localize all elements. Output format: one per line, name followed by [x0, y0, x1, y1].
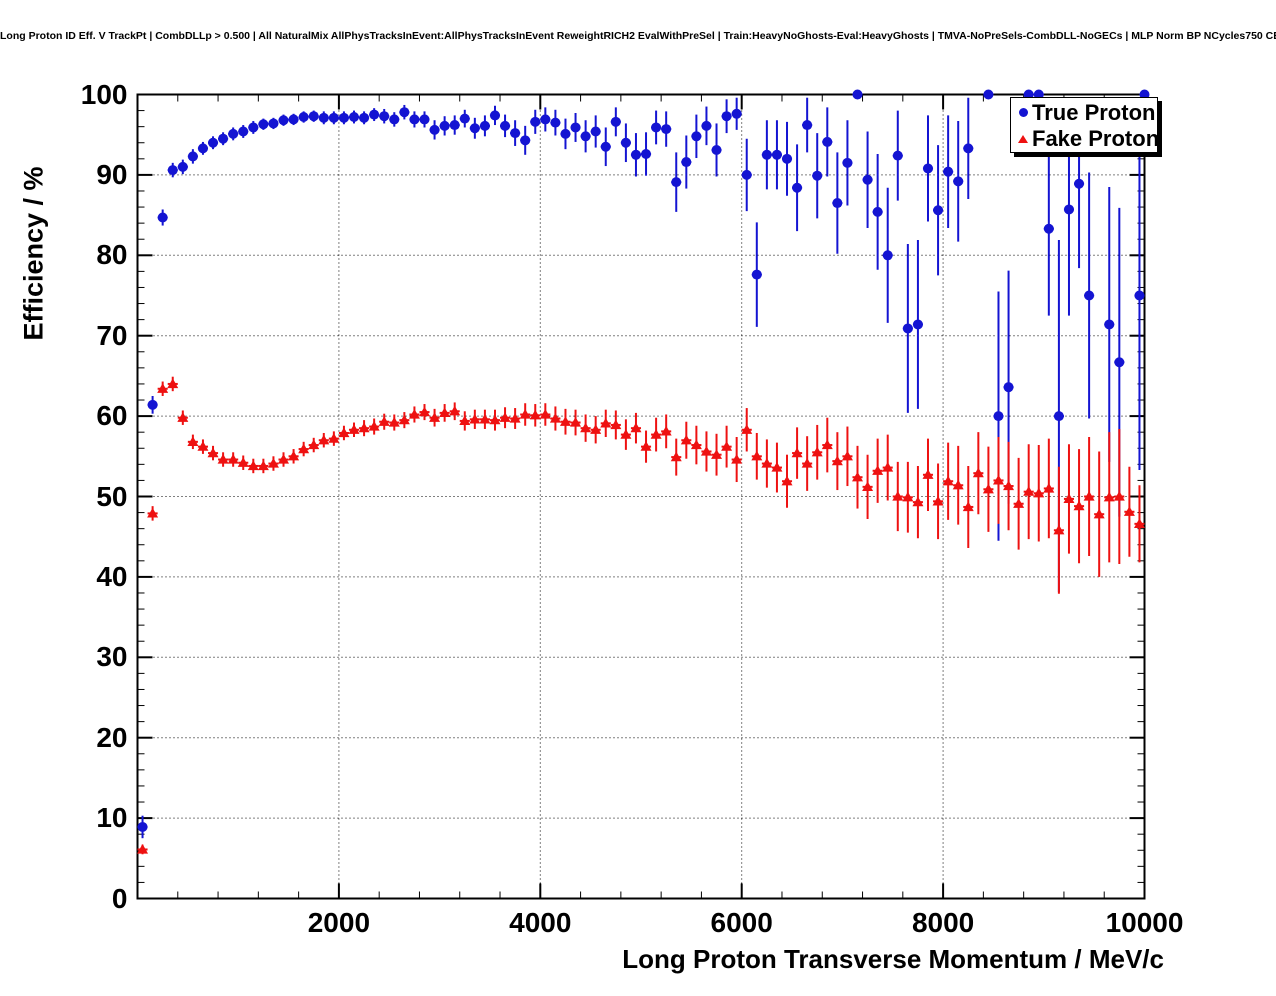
data-series-layer — [137, 89, 1150, 855]
legend: True Proton Fake Proton — [1010, 97, 1160, 153]
legend-entry-true-proton: True Proton — [1014, 99, 1156, 126]
filled-circle-icon — [1014, 99, 1032, 126]
x-tick-label: 6000 — [710, 906, 773, 938]
x-tick-label: 2000 — [307, 906, 371, 938]
legend-entry-fake-proton: Fake Proton — [1014, 125, 1160, 152]
y-tick-label: 20 — [96, 721, 128, 753]
y-tick-label: 0 — [111, 882, 128, 914]
y-tick-label: 90 — [96, 158, 128, 190]
page-title: Long Proton ID Eff. V TrackPt | CombDLLp… — [0, 30, 1276, 42]
legend-label-true-proton: True Proton — [1032, 99, 1156, 125]
y-tick-label: 80 — [96, 239, 128, 271]
y-tick-label: 10 — [96, 802, 128, 834]
y-tick-label: 40 — [96, 560, 128, 592]
y-tick-label: 30 — [96, 641, 128, 673]
grid-layer — [137, 94, 1145, 899]
series-true-proton — [137, 89, 1150, 839]
axis-ticks — [136, 93, 1146, 900]
y-tick-label: 60 — [96, 400, 128, 432]
filled-triangle-icon — [1014, 125, 1032, 152]
legend-label-fake-proton: Fake Proton — [1032, 125, 1160, 151]
y-tick-label: 70 — [96, 319, 128, 351]
x-tick-label: 4000 — [509, 906, 572, 938]
x-tick-label: 10000 — [1105, 906, 1184, 938]
y-tick-label: 50 — [96, 480, 128, 512]
series-fake-proton — [137, 376, 1145, 855]
plot-frame — [136, 93, 1146, 900]
x-tick-label: 8000 — [911, 906, 975, 938]
x-axis-title: Long Proton Transverse Momentum / MeV/c — [622, 944, 1164, 974]
y-tick-label: 100 — [80, 78, 128, 110]
